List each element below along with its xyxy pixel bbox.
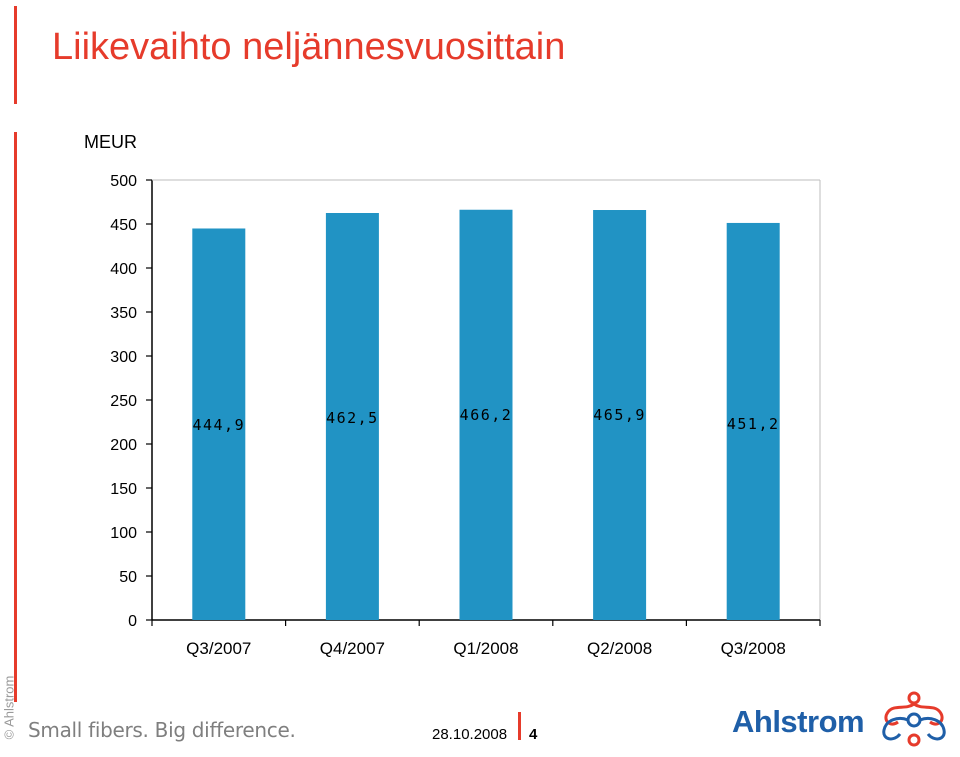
title-accent-bar — [14, 6, 17, 104]
y-tick-label: 350 — [110, 305, 137, 322]
tagline: Small fibers. Big difference. — [28, 718, 296, 742]
footer-separator — [518, 712, 521, 740]
footer-date: 28.10.2008 — [432, 726, 508, 743]
bar — [459, 209, 513, 620]
y-tick-label: 0 — [128, 613, 137, 630]
y-axis-unit-label: MEUR — [84, 132, 137, 152]
bar — [192, 228, 246, 620]
x-tick-label: Q2/2008 — [587, 639, 652, 658]
bar — [593, 210, 647, 620]
ahlstrom-flower-logo-icon — [882, 691, 946, 747]
bar-data-label: 466,2 — [460, 406, 513, 424]
chart-bars — [192, 209, 780, 620]
bar — [325, 213, 379, 620]
y-tick-label: 150 — [110, 481, 137, 498]
chart-axes — [146, 179, 821, 626]
bar-data-label: 444,9 — [192, 416, 245, 434]
left-accent-bar — [14, 132, 17, 702]
y-tick-label: 50 — [119, 569, 137, 586]
y-tick-label: 100 — [110, 525, 137, 542]
y-tick-label: 450 — [110, 217, 137, 234]
bar-data-label: 451,2 — [727, 415, 780, 433]
copyright-notice: © Ahlstrom — [1, 675, 17, 740]
chart-labels: MEUR 0 50 100 150 200 250 300 350 400 450 500 Q3/200… — [84, 132, 786, 658]
bar — [726, 222, 780, 620]
y-tick-label: 250 — [110, 393, 137, 410]
page-title: Liikevaihto neljännesvuosittain — [52, 26, 566, 68]
x-tick-label: Q4/2007 — [320, 639, 385, 658]
brand-wordmark: Ahlstrom — [732, 704, 865, 739]
y-tick-label: 200 — [110, 437, 137, 454]
y-tick-label: 300 — [110, 349, 137, 366]
bar-data-label: 462,5 — [326, 409, 379, 427]
bar-data-label: 465,9 — [593, 406, 646, 424]
page-number: 4 — [529, 726, 538, 743]
x-tick-label: Q3/2007 — [186, 639, 251, 658]
y-tick-label: 500 — [110, 173, 137, 190]
x-tick-label: Q1/2008 — [453, 639, 518, 658]
quarterly-revenue-chart: MEUR 0 50 100 150 200 250 300 350 400 450 500 Q3/200… — [84, 132, 821, 658]
y-tick-label: 400 — [110, 261, 137, 278]
x-tick-label: Q3/2008 — [721, 639, 786, 658]
